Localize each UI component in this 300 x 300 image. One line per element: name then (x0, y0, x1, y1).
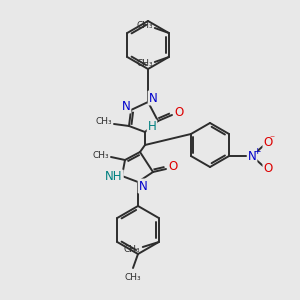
Text: NH: NH (105, 170, 123, 184)
Text: O: O (174, 106, 184, 119)
Text: N: N (248, 149, 256, 163)
Text: +: + (253, 146, 261, 155)
Text: O: O (263, 136, 273, 149)
Text: O: O (168, 160, 178, 173)
Text: O: O (263, 163, 273, 176)
Text: N: N (122, 100, 130, 112)
Text: ⁻: ⁻ (269, 134, 275, 144)
Text: CH₃: CH₃ (95, 118, 112, 127)
Text: CH₃: CH₃ (136, 22, 153, 31)
Text: H: H (148, 121, 156, 134)
Text: CH₃: CH₃ (123, 245, 140, 254)
Text: CH₃: CH₃ (136, 59, 153, 68)
Text: CH₃: CH₃ (92, 152, 109, 160)
Text: N: N (139, 179, 147, 193)
Text: CH₃: CH₃ (125, 273, 141, 282)
Text: N: N (148, 92, 158, 104)
